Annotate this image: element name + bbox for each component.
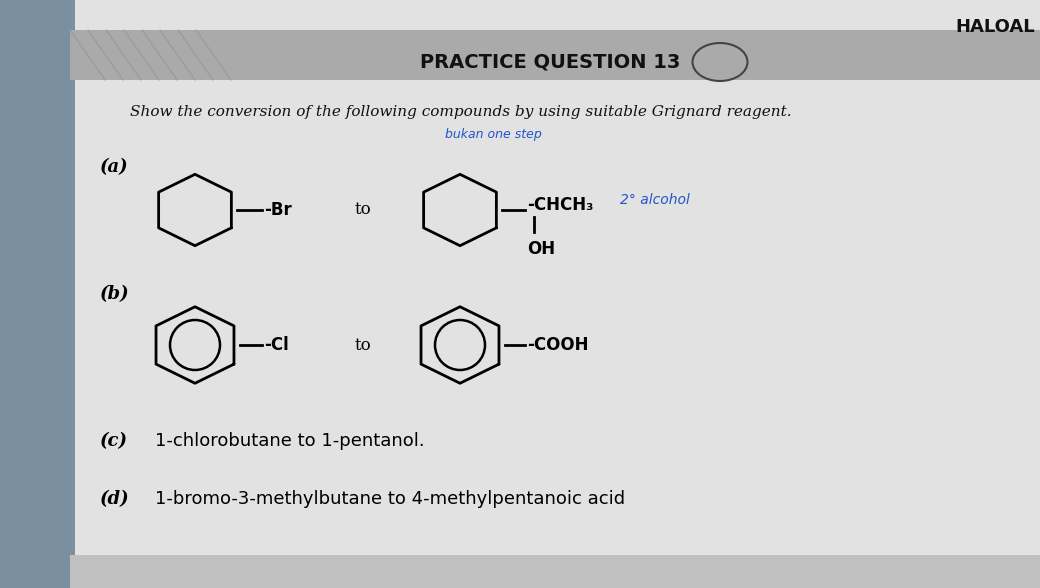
Text: 2° alcohol: 2° alcohol bbox=[620, 193, 690, 207]
Text: (c): (c) bbox=[100, 432, 128, 450]
Text: -Br: -Br bbox=[264, 201, 292, 219]
Text: OH: OH bbox=[527, 240, 555, 258]
Text: to: to bbox=[355, 202, 371, 219]
Text: PRACTICE QUESTION 13: PRACTICE QUESTION 13 bbox=[420, 52, 680, 72]
Text: 1-bromo-3-methylbutane to 4-methylpentanoic acid: 1-bromo-3-methylbutane to 4-methylpentan… bbox=[155, 490, 625, 508]
Text: (d): (d) bbox=[100, 490, 130, 508]
FancyBboxPatch shape bbox=[70, 0, 1040, 570]
FancyBboxPatch shape bbox=[70, 30, 1040, 80]
FancyBboxPatch shape bbox=[0, 0, 75, 588]
Text: to: to bbox=[355, 336, 371, 353]
Text: 1-chlorobutane to 1-pentanol.: 1-chlorobutane to 1-pentanol. bbox=[155, 432, 424, 450]
Text: -Cl: -Cl bbox=[264, 336, 289, 354]
FancyBboxPatch shape bbox=[70, 555, 1040, 588]
Text: (b): (b) bbox=[100, 285, 130, 303]
Text: Show the conversion of the following compounds by using suitable Grignard reagen: Show the conversion of the following com… bbox=[130, 105, 791, 119]
Text: -CHCH₃: -CHCH₃ bbox=[527, 196, 594, 214]
Text: bukan one step: bukan one step bbox=[445, 128, 542, 141]
Text: (a): (a) bbox=[100, 158, 129, 176]
Text: -COOH: -COOH bbox=[527, 336, 589, 354]
Text: HALOAL: HALOAL bbox=[956, 18, 1035, 36]
